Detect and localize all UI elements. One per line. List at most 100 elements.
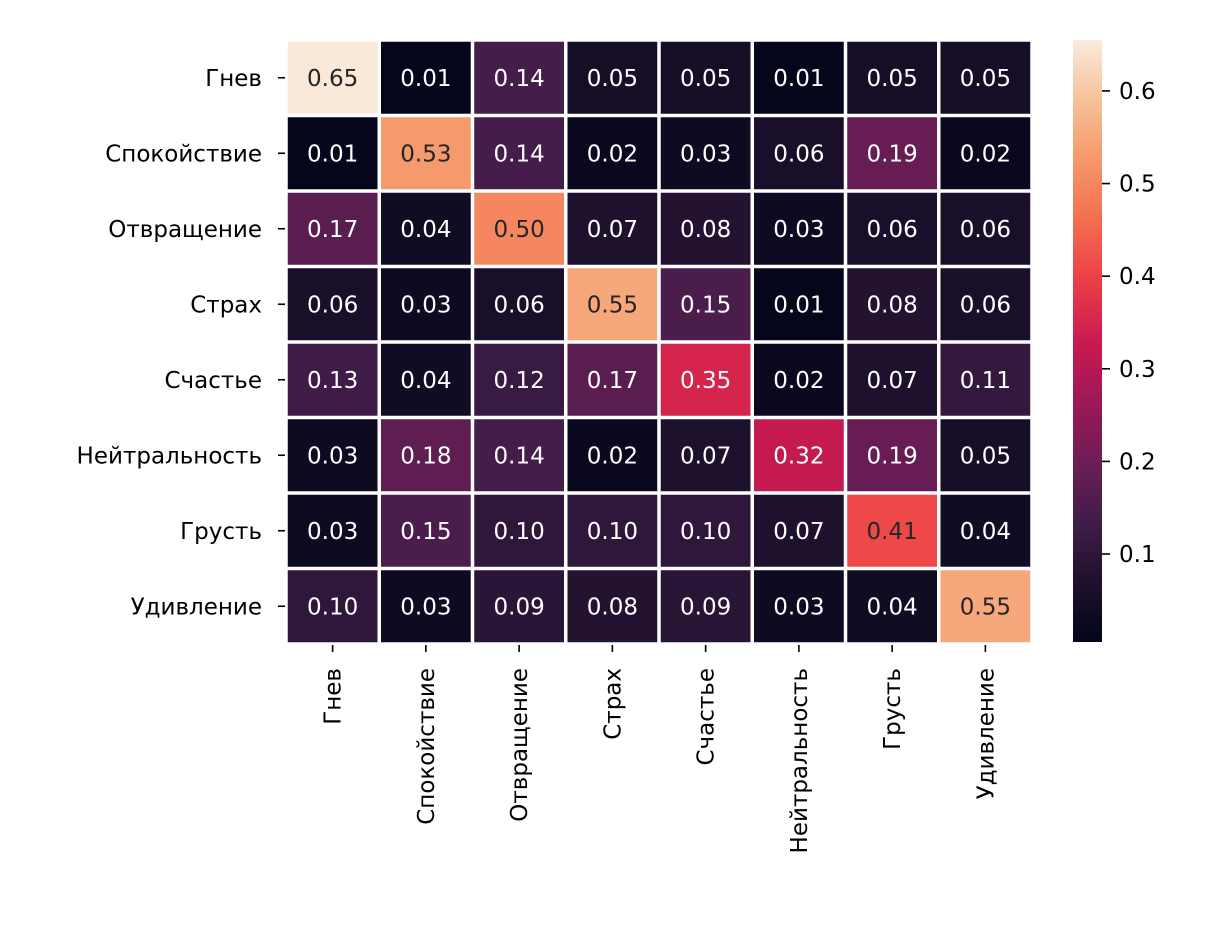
cell-value-label: 0.17 <box>587 368 638 394</box>
heatmap-cell <box>474 343 564 416</box>
cell-value-label: 0.02 <box>960 141 1011 167</box>
cell-value-label: 0.05 <box>867 66 918 92</box>
cell-value-label: 0.55 <box>960 594 1011 620</box>
cell-value-label: 0.04 <box>960 519 1011 545</box>
cell-value-label: 0.55 <box>587 292 638 318</box>
cell-value-label: 0.14 <box>494 141 545 167</box>
heatmap-cell <box>660 494 751 567</box>
heatmap-cell <box>287 268 378 341</box>
heatmap-cell <box>754 41 844 114</box>
cell-value-label: 0.11 <box>960 368 1011 394</box>
colorbar: 0.1 0.2 0.3 0.4 0.5 0.6 <box>1073 40 1156 642</box>
cell-value-label: 0.06 <box>960 217 1011 243</box>
heatmap-cell <box>474 117 564 190</box>
cell-value-label: 0.03 <box>773 217 824 243</box>
heatmap-cell <box>940 192 1031 265</box>
cell-value-label: 0.03 <box>307 443 358 469</box>
heatmap-cell <box>940 343 1031 416</box>
heatmap-cell <box>474 192 564 265</box>
y-tick-label: Гнев <box>205 66 262 92</box>
cell-value-label: 0.10 <box>680 519 731 545</box>
cell-value-label: 0.04 <box>867 594 918 620</box>
heatmap-cell <box>940 570 1031 643</box>
cell-value-label: 0.14 <box>494 443 545 469</box>
cell-value-label: 0.15 <box>400 519 451 545</box>
heatmap-cell <box>287 419 378 492</box>
heatmap-cell <box>381 494 471 567</box>
cell-value-label: 0.07 <box>680 443 731 469</box>
heatmap-cell <box>381 419 471 492</box>
row-labels: Гнев Спокойствие Отвращение Страх Счастье Ней… <box>77 66 285 620</box>
heatmap-cell <box>567 494 658 567</box>
heatmap-cell <box>381 268 471 341</box>
heatmap-cell <box>940 41 1031 114</box>
heatmap-cell <box>287 192 378 265</box>
heatmap-cell <box>847 343 937 416</box>
heatmap-cell <box>474 570 564 643</box>
cell-value-label: 0.13 <box>307 368 358 394</box>
heatmap-cell <box>287 570 378 643</box>
y-tick-label: Отвращение <box>108 217 262 243</box>
heatmap-cell <box>287 117 378 190</box>
cell-value-label: 0.05 <box>680 66 731 92</box>
heatmap-cell <box>567 268 658 341</box>
cell-value-label: 0.10 <box>587 519 638 545</box>
x-tick-label: Счастье <box>694 668 720 766</box>
colorbar-tick-label: 0.6 <box>1119 79 1156 105</box>
cell-value-label: 0.02 <box>587 141 638 167</box>
cell-value-label: 0.09 <box>494 594 545 620</box>
heatmap-cell <box>567 41 658 114</box>
heatmap-cell <box>940 494 1031 567</box>
colorbar-tick-label: 0.1 <box>1119 542 1156 568</box>
column-labels: Гнев Спокойствие Отвращение Страх Счастье Ней… <box>321 645 999 853</box>
cell-value-label: 0.07 <box>867 368 918 394</box>
heatmap-cell <box>847 268 937 341</box>
cell-value-label: 0.06 <box>773 141 824 167</box>
heatmap-cell <box>660 343 751 416</box>
cell-value-label: 0.14 <box>494 66 545 92</box>
heatmap-cell <box>567 192 658 265</box>
heatmap-cell <box>847 419 937 492</box>
heatmap-cell <box>754 343 844 416</box>
cell-value-label: 0.10 <box>307 594 358 620</box>
heatmap-cells: 0.65 0.01 0.14 0.05 0.05 0.01 0.05 0.05 0.01 0.53… <box>287 41 1031 643</box>
heatmap-cell <box>754 268 844 341</box>
heatmap-cell <box>847 41 937 114</box>
heatmap-cell <box>287 343 378 416</box>
heatmap-cell <box>474 419 564 492</box>
cell-value-label: 0.01 <box>400 66 451 92</box>
cell-value-label: 0.07 <box>587 217 638 243</box>
cell-value-label: 0.05 <box>587 66 638 92</box>
cell-value-label: 0.53 <box>400 141 451 167</box>
cell-value-label: 0.06 <box>307 292 358 318</box>
colorbar-gradient <box>1073 40 1102 642</box>
x-tick-label: Нейтральность <box>787 668 813 853</box>
cell-value-label: 0.50 <box>494 217 545 243</box>
heatmap-cell <box>474 494 564 567</box>
heatmap-cell <box>381 117 471 190</box>
cell-value-label: 0.01 <box>307 141 358 167</box>
cell-value-label: 0.03 <box>307 519 358 545</box>
cell-value-label: 0.03 <box>400 292 451 318</box>
heatmap-cell <box>940 268 1031 341</box>
heatmap-cell <box>381 570 471 643</box>
cell-value-label: 0.02 <box>773 368 824 394</box>
cell-value-label: 0.01 <box>773 66 824 92</box>
heatmap-cell <box>847 570 937 643</box>
cell-value-label: 0.03 <box>773 594 824 620</box>
heatmap-cell <box>940 117 1031 190</box>
x-tick-label: Спокойствие <box>414 668 440 825</box>
x-tick-label: Страх <box>600 668 626 740</box>
cell-value-label: 0.05 <box>960 66 1011 92</box>
cell-value-label: 0.08 <box>587 594 638 620</box>
cell-value-label: 0.10 <box>494 519 545 545</box>
heatmap-cell <box>660 419 751 492</box>
heatmap-cell <box>847 192 937 265</box>
y-tick-label: Удивление <box>131 594 262 620</box>
heatmap-cell <box>567 419 658 492</box>
cell-value-label: 0.19 <box>867 141 918 167</box>
colorbar-tick-label: 0.4 <box>1119 264 1156 290</box>
heatmap-cell <box>660 41 751 114</box>
